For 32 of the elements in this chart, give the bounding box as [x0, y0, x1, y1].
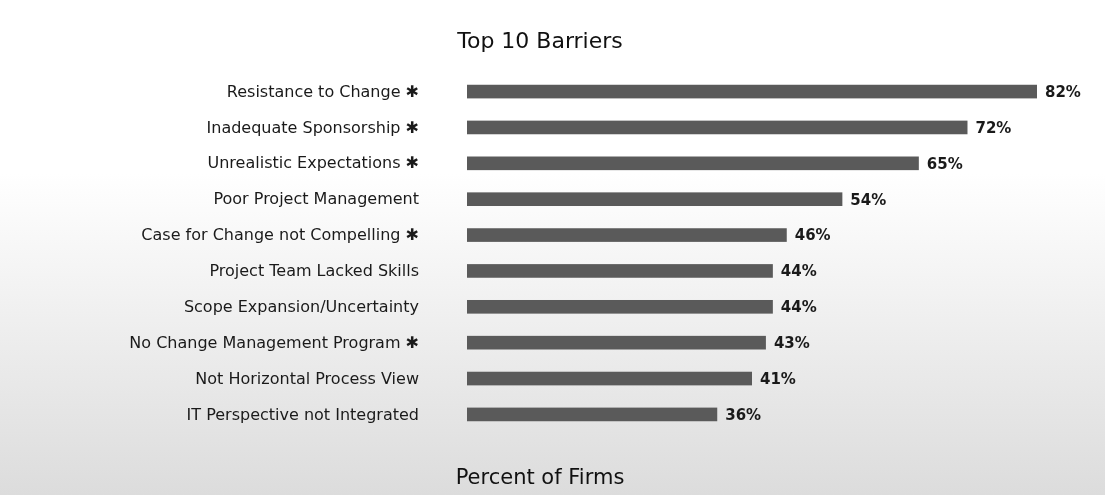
y-tick-label: No Change Management Program ✱: [129, 332, 419, 352]
y-tick-label: Inadequate Sponsorship ✱: [206, 117, 419, 137]
y-tick-label: Project Team Lacked Skills: [209, 261, 419, 281]
data-label: 82%: [1045, 82, 1081, 101]
data-label: 41%: [760, 369, 796, 388]
y-tick-label: Resistance to Change ✱: [226, 81, 419, 101]
y-tick-label: Poor Project Management: [213, 189, 419, 209]
bar: [467, 120, 968, 135]
bar: [467, 84, 1037, 99]
y-tick-label: Scope Expansion/Uncertainty: [183, 296, 419, 316]
y-tick-label: IT Perspective not Integrated: [186, 404, 419, 424]
y-tick-label: Case for Change not Compelling ✱: [141, 225, 419, 245]
y-tick-label: Unrealistic Expectations ✱: [207, 153, 419, 173]
y-tick-label: Not Horizontal Process View: [195, 368, 419, 388]
data-label: 72%: [975, 118, 1012, 137]
x-axis-title: Percent of Firms: [455, 465, 625, 489]
data-label: 36%: [725, 405, 762, 424]
bar: [467, 335, 766, 350]
bar: [467, 192, 843, 207]
bar: [467, 407, 718, 422]
data-label: 65%: [926, 154, 963, 173]
bar: [467, 264, 773, 278]
data-label: 44%: [780, 298, 817, 317]
bar: [467, 228, 787, 242]
data-label: 44%: [780, 262, 817, 281]
chart-title: Top 10 Barriers: [456, 28, 623, 53]
bar: [467, 156, 919, 171]
data-label: 46%: [794, 226, 831, 245]
data-label: 54%: [850, 190, 887, 209]
bar: [467, 371, 752, 386]
bar: [467, 299, 773, 314]
data-label: 43%: [773, 334, 810, 353]
